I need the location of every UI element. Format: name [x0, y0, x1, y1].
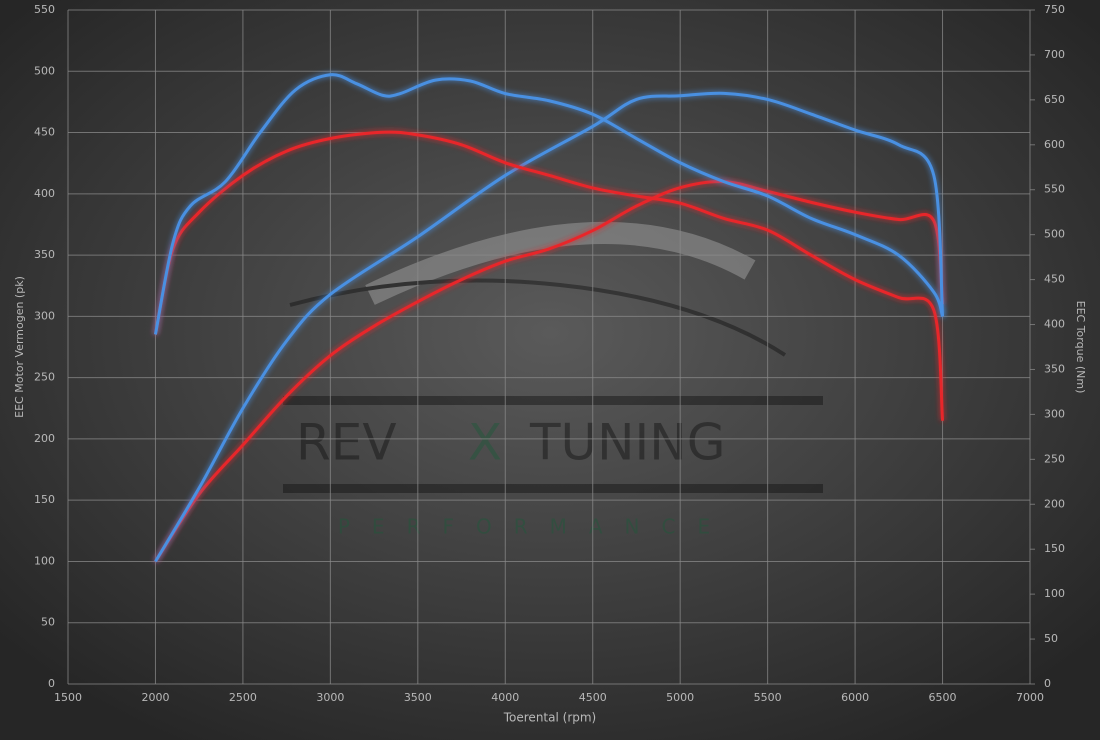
- y-tick-label: 400: [34, 187, 55, 200]
- watermark-gauge: [365, 221, 756, 305]
- x-tick-label: 6500: [929, 691, 957, 704]
- x-tick-label: 5500: [754, 691, 782, 704]
- y-axis-label: EEC Motor Vermogen (pk): [13, 276, 26, 418]
- series-line: [153, 73, 944, 335]
- y2-tick-label: 400: [1044, 318, 1065, 331]
- x-tick-label: 4500: [579, 691, 607, 704]
- y2-tick-label: 750: [1044, 3, 1065, 16]
- y2-tick-label: 450: [1044, 273, 1065, 286]
- watermark-text: X: [468, 414, 502, 472]
- y-tick-label: 250: [34, 371, 55, 384]
- y2-tick-label: 0: [1044, 677, 1051, 690]
- y-tick-label: 450: [34, 126, 55, 139]
- y2-tick-label: 500: [1044, 228, 1065, 241]
- y-tick-label: 500: [34, 64, 55, 77]
- series-line: [153, 130, 945, 421]
- x-tick-label: 2500: [229, 691, 257, 704]
- x-tick-label: 7000: [1016, 691, 1044, 704]
- y2-tick-label: 300: [1044, 407, 1065, 420]
- y-tick-label: 550: [34, 3, 55, 16]
- watermark-text: REV: [296, 414, 397, 472]
- watermark-bar: [283, 484, 823, 493]
- y-tick-label: 200: [34, 432, 55, 445]
- y-tick-label: 50: [41, 616, 55, 629]
- y2-tick-label: 650: [1044, 93, 1065, 106]
- y2-tick-label: 350: [1044, 362, 1065, 375]
- y2-tick-label: 600: [1044, 138, 1065, 151]
- x-tick-label: 3500: [404, 691, 432, 704]
- y2-tick-label: 250: [1044, 452, 1065, 465]
- watermark: REV X TUNING PERFORMANCE: [283, 221, 823, 539]
- y-tick-label: 0: [48, 677, 55, 690]
- x-tick-label: 4000: [491, 691, 519, 704]
- y2-tick-label: 50: [1044, 632, 1058, 645]
- x-tick-label: 3000: [316, 691, 344, 704]
- x-tick-label: 1500: [54, 691, 82, 704]
- watermark-text: TUNING: [529, 414, 725, 472]
- x-axis-label: Toerental (rpm): [503, 711, 596, 725]
- x-tick-label: 2000: [141, 691, 169, 704]
- y2-tick-label: 550: [1044, 183, 1065, 196]
- watermark-car: [289, 278, 787, 357]
- watermark-bar: [283, 396, 823, 405]
- series-line: [154, 91, 945, 563]
- series-line: [154, 179, 945, 563]
- watermark-subtext: PERFORMANCE: [338, 515, 732, 539]
- y-tick-label: 300: [34, 309, 55, 322]
- y2-tick-label: 150: [1044, 542, 1065, 555]
- y-tick-label: 350: [34, 248, 55, 261]
- y2-tick-label: 100: [1044, 587, 1065, 600]
- y-tick-label: 100: [34, 554, 55, 567]
- y2-tick-label: 700: [1044, 48, 1065, 61]
- x-tick-label: 6000: [841, 691, 869, 704]
- grid: [67, 9, 1031, 685]
- y2-tick-label: 200: [1044, 497, 1065, 510]
- x-tick-label: 5000: [666, 691, 694, 704]
- y2-axis-label: EEC Torque (Nm): [1074, 301, 1087, 394]
- y-tick-label: 150: [34, 493, 55, 506]
